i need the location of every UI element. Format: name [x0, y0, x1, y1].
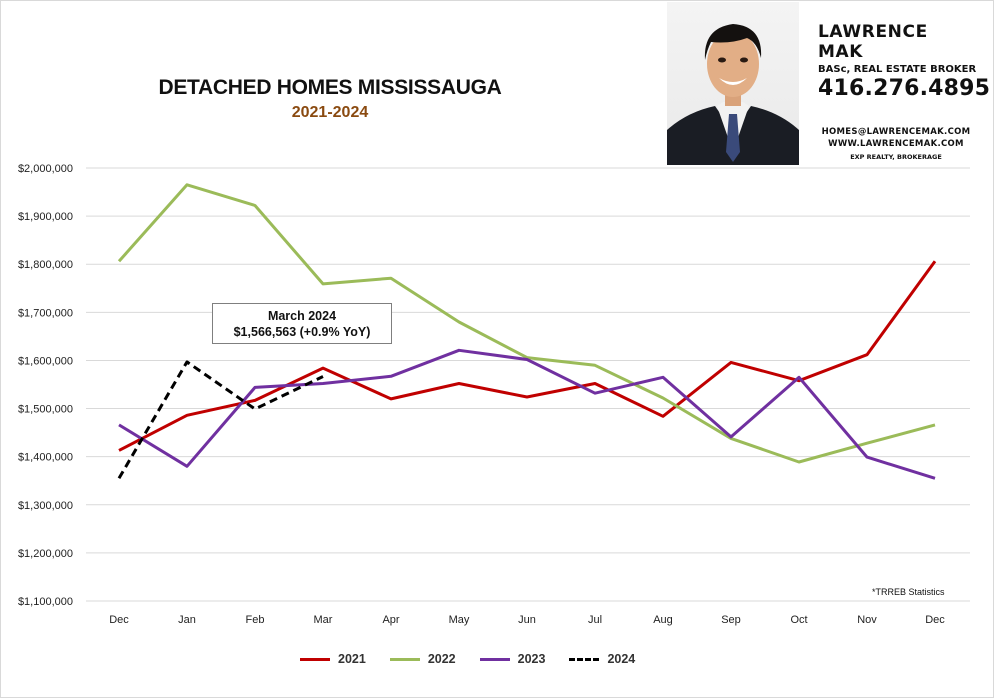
y-tick-label: $1,600,000	[18, 355, 73, 367]
y-tick-label: $2,000,000	[18, 163, 73, 175]
legend-item-2022: 2022	[389, 652, 456, 666]
x-tick-label: Feb	[246, 614, 265, 626]
agent-contact: HOMES@LAWRENCEMAK.COM WWW.LAWRENCEMAK.CO…	[812, 126, 980, 161]
legend-label: 2023	[517, 652, 546, 666]
x-tick-label: May	[449, 614, 470, 626]
y-tick-label: $1,500,000	[18, 404, 73, 416]
x-tick-label: Oct	[790, 614, 807, 626]
y-tick-label: $1,100,000	[18, 596, 73, 608]
y-tick-label: $1,900,000	[18, 211, 73, 223]
legend-item-2024: 2024	[569, 652, 635, 666]
y-tick-label: $1,700,000	[18, 307, 73, 319]
x-axis-tick-labels: Dec Jan Feb Mar Apr May Jun Jul Aug Sep Oct Nov Dec	[109, 614, 945, 626]
x-tick-label: Jan	[178, 614, 196, 626]
y-tick-label: $1,300,000	[18, 500, 73, 512]
series-line-2023	[118, 348, 936, 480]
chart-subtitle: 2021-2024	[291, 104, 369, 121]
agent-name: LAWRENCE MAK	[818, 22, 928, 62]
agent-website: WWW.LAWRENCEMAK.COM	[828, 139, 964, 149]
source-note: *TRREB Statistics	[872, 587, 945, 597]
x-tick-label: Nov	[857, 614, 877, 626]
agent-brokerage: EXP REALTY, BROKERAGE	[850, 153, 942, 161]
series-line-2021	[118, 260, 937, 452]
series-line-2024	[117, 360, 324, 480]
legend-swatch	[479, 657, 510, 661]
y-tick-label: $1,400,000	[18, 452, 73, 464]
legend-label: 2021	[338, 652, 366, 666]
x-tick-label: Apr	[382, 614, 399, 626]
y-tick-label: $1,800,000	[18, 259, 73, 271]
callout-value: $1,566,563 (+0.9% YoY)	[233, 325, 371, 339]
x-tick-label: Aug	[653, 614, 673, 626]
chart-legend: 2021 2022 2023 2024	[300, 650, 659, 668]
y-tick-label: $1,200,000	[18, 548, 73, 560]
x-tick-label: Sep	[721, 614, 741, 626]
legend-item-2023: 2023	[479, 652, 546, 666]
x-tick-label: Mar	[314, 614, 333, 626]
x-tick-label: Dec	[925, 614, 945, 626]
legend-label: 2022	[427, 652, 456, 666]
chart-title: DETACHED HOMES MISSISSAUGA	[158, 76, 502, 99]
x-tick-label: Dec	[109, 614, 129, 626]
x-tick-label: Jul	[588, 614, 602, 626]
legend-swatch	[389, 657, 420, 661]
y-axis-tick-labels: $1,100,000 $1,200,000 $1,300,000 $1,400,000…	[18, 163, 73, 608]
agent-email: HOMES@LAWRENCEMAK.COM	[821, 127, 971, 137]
agent-title: BASc, REAL ESTATE BROKER	[818, 64, 977, 75]
series-line-2022	[117, 183, 936, 464]
legend-swatch	[300, 657, 330, 661]
agent-info: LAWRENCE MAK BASc, REAL ESTATE BROKER 41…	[818, 22, 991, 101]
legend-swatch	[569, 657, 600, 661]
x-tick-label: Jun	[518, 614, 536, 626]
series-lines	[117, 183, 937, 480]
march-2024-callout: March 2024 $1,566,563 (+0.9% YoY)	[212, 303, 392, 344]
agent-phone: 416.276.4895	[818, 76, 991, 101]
agent-photo	[667, 2, 799, 165]
callout-title: March 2024	[267, 309, 337, 323]
legend-label: 2024	[607, 652, 636, 666]
legend-item-2021: 2021	[300, 652, 366, 666]
